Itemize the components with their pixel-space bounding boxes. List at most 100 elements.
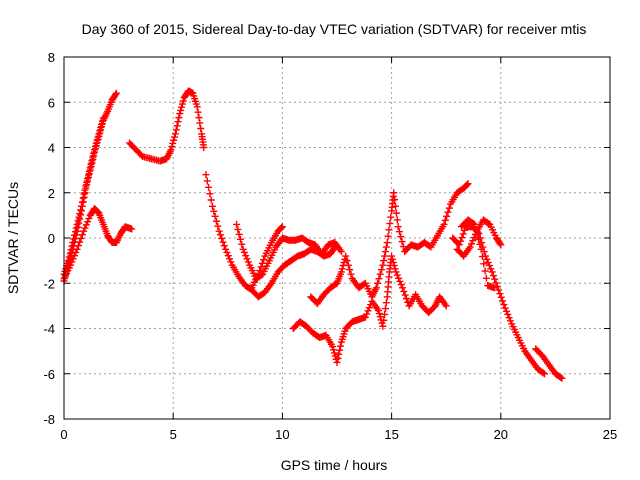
data-point xyxy=(337,248,345,256)
y-tick-label: 6 xyxy=(48,95,55,110)
data-point xyxy=(505,314,513,322)
series-arc12 xyxy=(457,216,498,292)
data-point xyxy=(257,263,265,271)
data-point xyxy=(392,209,400,217)
data-point xyxy=(171,133,179,141)
data-point xyxy=(476,240,484,248)
data-point xyxy=(223,248,231,256)
data-point xyxy=(346,266,354,274)
data-point xyxy=(388,252,396,260)
data-point xyxy=(177,106,185,114)
data-point xyxy=(491,275,499,283)
data-point xyxy=(338,265,346,273)
data-point xyxy=(222,245,230,253)
x-tick-label: 10 xyxy=(275,427,289,442)
data-point xyxy=(196,119,204,127)
data-point xyxy=(445,204,453,212)
data-point xyxy=(219,238,227,246)
series-arc8 xyxy=(289,252,450,366)
data-point xyxy=(82,182,90,190)
data-point xyxy=(98,120,106,128)
data-point xyxy=(75,213,83,221)
data-point xyxy=(215,227,223,235)
data-point xyxy=(220,242,228,250)
x-tick-label: 0 xyxy=(60,427,67,442)
data-point xyxy=(386,220,394,228)
data-point xyxy=(471,220,479,228)
data-point xyxy=(330,349,338,357)
data-point xyxy=(396,277,404,285)
data-point xyxy=(387,213,395,221)
data-point xyxy=(86,164,94,172)
data-point xyxy=(334,354,342,362)
data-point xyxy=(490,284,498,292)
plot-frame xyxy=(63,56,611,420)
data-point xyxy=(336,342,344,350)
data-point xyxy=(67,246,75,254)
data-point xyxy=(81,224,89,232)
data-point xyxy=(379,261,387,269)
data-point xyxy=(487,265,495,273)
y-tick-label: 0 xyxy=(48,231,55,246)
data-point xyxy=(68,258,76,266)
data-point xyxy=(238,240,246,248)
data-point xyxy=(458,234,466,242)
data-point xyxy=(376,270,384,278)
data-point xyxy=(218,234,226,242)
data-point xyxy=(78,198,86,206)
data-point xyxy=(94,133,102,141)
y-axis-label: SDTVAR / TECUs xyxy=(5,182,21,294)
data-point xyxy=(393,216,401,224)
data-point xyxy=(278,223,286,231)
data-point xyxy=(488,268,496,276)
data-point xyxy=(469,237,477,245)
data-point xyxy=(83,178,91,186)
series-arc11 xyxy=(449,223,548,378)
data-point xyxy=(210,207,218,215)
data-point xyxy=(64,257,72,265)
data-point xyxy=(388,255,396,263)
data-point xyxy=(78,231,86,239)
data-point xyxy=(197,124,205,132)
series-arc3 xyxy=(60,205,136,283)
data-point xyxy=(260,256,268,264)
data-points xyxy=(60,87,566,382)
y-tick-label: 8 xyxy=(48,50,55,65)
data-point xyxy=(91,143,99,151)
data-point xyxy=(443,212,451,220)
data-point xyxy=(70,231,78,239)
data-point xyxy=(459,230,467,238)
data-point xyxy=(254,270,262,278)
data-point xyxy=(175,114,183,122)
data-point xyxy=(496,239,504,247)
data-point xyxy=(473,230,481,238)
data-point xyxy=(82,221,90,229)
data-point xyxy=(233,220,241,228)
data-point xyxy=(394,223,402,231)
data-point xyxy=(347,270,355,278)
x-tick-label: 20 xyxy=(494,427,508,442)
x-tick-label: 25 xyxy=(603,427,617,442)
data-point xyxy=(74,217,82,225)
data-point xyxy=(77,206,85,214)
data-point xyxy=(395,274,403,282)
data-point xyxy=(372,284,380,292)
data-point xyxy=(374,306,382,314)
data-point xyxy=(85,215,93,223)
data-point xyxy=(176,110,184,118)
x-tick-label: 5 xyxy=(170,427,177,442)
data-point xyxy=(65,253,73,261)
data-point xyxy=(382,243,390,251)
data-point xyxy=(170,136,178,144)
data-point xyxy=(211,212,219,220)
data-point xyxy=(501,304,509,312)
data-point xyxy=(258,259,266,267)
series-arc7 xyxy=(248,223,286,292)
data-point xyxy=(478,253,486,261)
data-point xyxy=(71,228,79,236)
data-point xyxy=(485,220,493,228)
data-point xyxy=(87,160,95,168)
data-point xyxy=(242,252,250,260)
y-tick-label: 2 xyxy=(48,186,55,201)
data-point xyxy=(466,243,474,251)
